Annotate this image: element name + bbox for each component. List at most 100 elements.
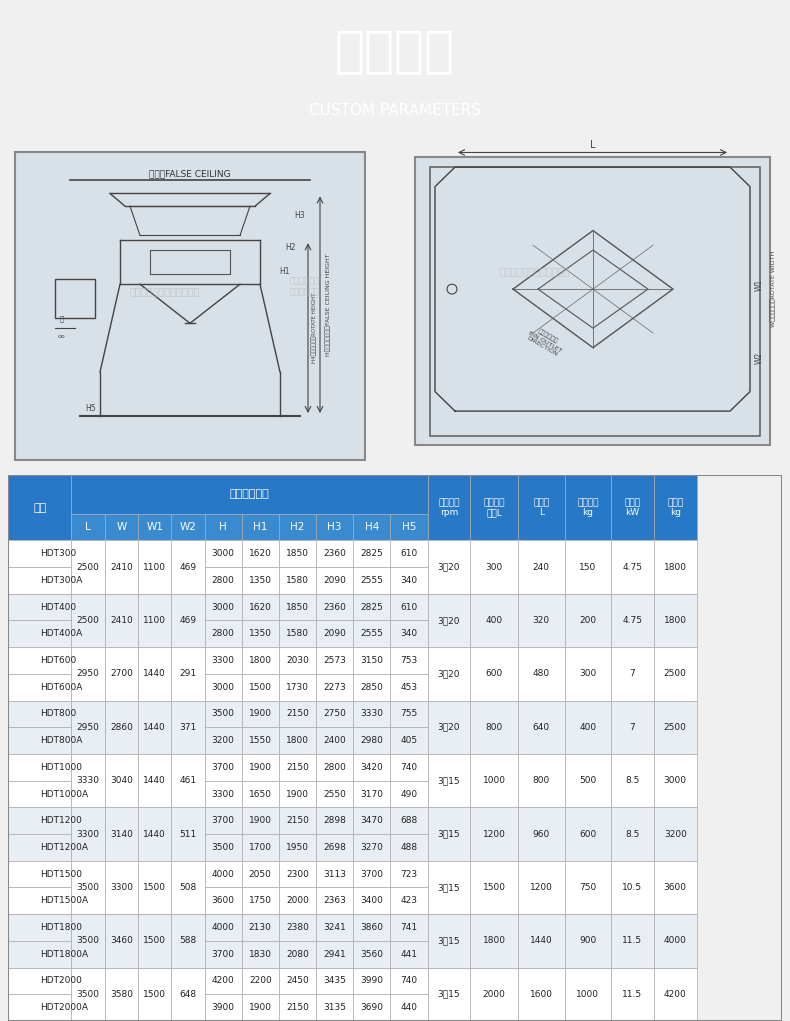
Text: 3～15: 3～15 (438, 936, 460, 945)
Bar (104, 594, 138, 647)
Bar (242, 515, 279, 540)
Text: W（回转宽度）ROTATE WIDTH: W（回转宽度）ROTATE WIDTH (770, 251, 776, 328)
Bar (171, 753, 205, 808)
Bar (427, 594, 470, 647)
Bar (611, 540, 653, 594)
Bar (104, 515, 138, 540)
Bar (279, 753, 316, 781)
Text: 2080: 2080 (286, 950, 309, 959)
Text: 200: 200 (579, 616, 596, 625)
Text: 480: 480 (532, 670, 550, 678)
Text: 3435: 3435 (323, 976, 346, 985)
Text: 2825: 2825 (360, 602, 383, 612)
Text: 4.75: 4.75 (623, 616, 642, 625)
Text: 1200: 1200 (530, 883, 553, 892)
Bar (242, 647, 279, 674)
Bar (242, 941, 279, 968)
Text: HDT1800A: HDT1800A (40, 950, 88, 959)
Bar (518, 861, 565, 914)
Text: 755: 755 (401, 710, 418, 719)
Text: 688: 688 (401, 816, 418, 825)
Bar (138, 861, 171, 914)
Bar (653, 647, 697, 700)
Bar (8, 647, 71, 674)
Text: 340: 340 (401, 576, 417, 585)
Bar (353, 700, 390, 727)
Bar (427, 968, 470, 1021)
Bar (242, 808, 279, 834)
Bar (427, 540, 470, 594)
Text: 2360: 2360 (323, 602, 346, 612)
Text: 1500: 1500 (143, 989, 166, 999)
Text: HDT1200: HDT1200 (40, 816, 81, 825)
Text: 料斗放料方向
BIN OUTLET
DIRECTION: 料斗放料方向 BIN OUTLET DIRECTION (525, 325, 566, 358)
Bar (353, 781, 390, 808)
Bar (390, 914, 427, 941)
Bar (242, 887, 279, 914)
Bar (470, 700, 518, 753)
Text: 1500: 1500 (249, 683, 272, 691)
Bar (316, 594, 353, 621)
Text: 150: 150 (579, 563, 596, 572)
Text: 2030: 2030 (286, 655, 309, 665)
Text: oo: oo (58, 334, 66, 339)
Text: 640: 640 (532, 723, 550, 732)
Bar (104, 540, 138, 594)
Bar (71, 700, 104, 753)
Bar (353, 941, 390, 968)
Bar (316, 674, 353, 700)
Bar (427, 861, 470, 914)
Bar (470, 914, 518, 968)
Bar (353, 887, 390, 914)
Text: 3～20: 3～20 (438, 616, 460, 625)
Text: 3690: 3690 (360, 1004, 383, 1012)
Text: 741: 741 (401, 923, 417, 932)
Bar (279, 781, 316, 808)
Text: 2090: 2090 (323, 629, 346, 638)
Bar (138, 914, 171, 968)
Text: 3170: 3170 (360, 789, 383, 798)
Text: 2150: 2150 (286, 1004, 309, 1012)
Bar (353, 727, 390, 753)
Text: 400: 400 (579, 723, 596, 732)
Bar (470, 808, 518, 861)
Bar (205, 781, 242, 808)
Text: HDT1800: HDT1800 (40, 923, 81, 932)
Text: 1620: 1620 (249, 549, 272, 558)
Text: 2410: 2410 (110, 616, 133, 625)
Bar (171, 968, 205, 1021)
Bar (104, 753, 138, 808)
Text: 3460: 3460 (110, 936, 133, 945)
Bar (518, 700, 565, 753)
Text: 3～15: 3～15 (438, 776, 460, 785)
Text: 610: 610 (401, 602, 418, 612)
Bar (104, 914, 138, 968)
Text: 1000: 1000 (576, 989, 600, 999)
Bar (71, 515, 104, 540)
Bar (518, 968, 565, 1021)
Text: 1900: 1900 (286, 789, 309, 798)
Text: HDT1500A: HDT1500A (40, 896, 88, 906)
Text: 900: 900 (579, 936, 596, 945)
Bar (565, 647, 611, 700)
Text: 508: 508 (179, 883, 197, 892)
Bar (71, 914, 104, 968)
Text: HDT2000A: HDT2000A (40, 1004, 88, 1012)
Bar (316, 567, 353, 594)
Bar (138, 515, 171, 540)
Bar (279, 515, 316, 540)
Bar (279, 674, 316, 700)
Text: 2150: 2150 (286, 763, 309, 772)
Text: 3～15: 3～15 (438, 989, 460, 999)
Text: 3500: 3500 (77, 883, 100, 892)
Bar (171, 594, 205, 647)
Bar (390, 861, 427, 887)
Bar (353, 968, 390, 994)
Bar (8, 594, 71, 621)
Bar (390, 941, 427, 968)
Text: 装载量
L: 装载量 L (533, 498, 549, 518)
Bar (353, 594, 390, 621)
Text: 1580: 1580 (286, 576, 309, 585)
Text: 3000: 3000 (212, 683, 235, 691)
Text: 2698: 2698 (323, 843, 346, 852)
